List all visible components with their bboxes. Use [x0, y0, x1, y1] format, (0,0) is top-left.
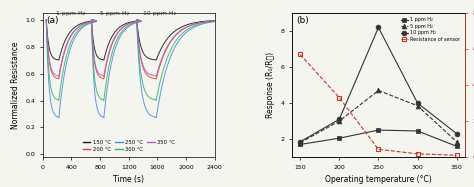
Resistance of sensor — [454, 154, 459, 156]
5 ppm H₂ — [415, 105, 420, 107]
5 ppm H₂ — [454, 141, 459, 143]
Line: 5 ppm H₂: 5 ppm H₂ — [298, 88, 459, 145]
Resistance of sensor — [297, 53, 303, 56]
X-axis label: Time (s): Time (s) — [113, 175, 144, 184]
10 ppm H₂ — [375, 26, 381, 29]
Line: Resistance of sensor: Resistance of sensor — [298, 52, 459, 158]
Legend: 1 ppm H₂, 5 ppm H₂, 10 ppm H₂, Resistance of sensor: 1 ppm H₂, 5 ppm H₂, 10 ppm H₂, Resistanc… — [399, 16, 462, 44]
Text: (a): (a) — [46, 16, 59, 25]
Legend: 150 °C, 200 °C, 250 °C, 300 °C, 350 °C: 150 °C, 200 °C, 250 °C, 300 °C, 350 °C — [81, 138, 177, 154]
Text: 10 ppm H₂: 10 ppm H₂ — [143, 11, 176, 16]
5 ppm H₂ — [337, 120, 342, 122]
X-axis label: Operating temperature (°C): Operating temperature (°C) — [325, 175, 432, 184]
10 ppm H₂ — [454, 133, 459, 135]
Line: 1 ppm H₂: 1 ppm H₂ — [298, 128, 459, 149]
Resistance of sensor — [415, 153, 420, 155]
Line: 10 ppm H₂: 10 ppm H₂ — [298, 25, 459, 144]
Text: (b): (b) — [296, 16, 309, 25]
10 ppm H₂ — [297, 141, 303, 143]
10 ppm H₂ — [337, 118, 342, 120]
5 ppm H₂ — [297, 142, 303, 144]
Y-axis label: Response (R₀/R⁧): Response (R₀/R⁧) — [266, 52, 275, 118]
1 ppm H₂ — [454, 145, 459, 147]
Resistance of sensor — [337, 96, 342, 99]
5 ppm H₂ — [375, 89, 381, 92]
Text: 5 ppm H₂: 5 ppm H₂ — [100, 11, 130, 16]
Resistance of sensor — [375, 148, 381, 151]
Y-axis label: Normalized Resistance: Normalized Resistance — [10, 41, 19, 129]
Text: 1 ppm H₂: 1 ppm H₂ — [56, 11, 85, 16]
1 ppm H₂ — [415, 130, 420, 132]
1 ppm H₂ — [375, 129, 381, 131]
1 ppm H₂ — [337, 137, 342, 139]
10 ppm H₂ — [415, 102, 420, 104]
1 ppm H₂ — [297, 143, 303, 146]
